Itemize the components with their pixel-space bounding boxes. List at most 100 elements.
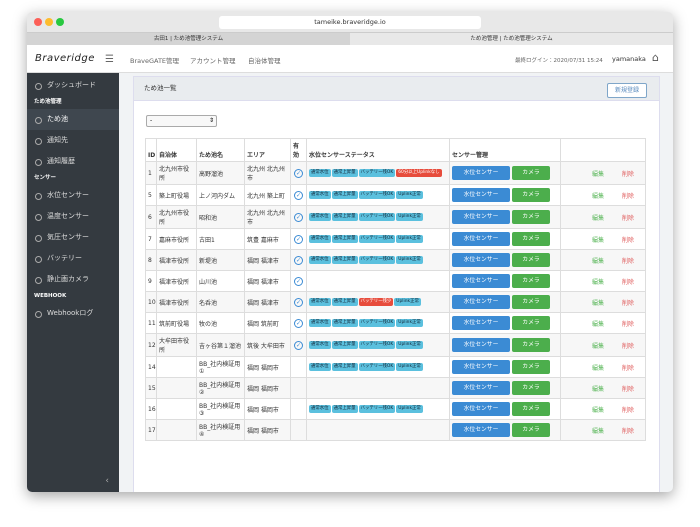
edit-link[interactable]: 編集 (591, 236, 604, 244)
pond-cell: 新堤池 (196, 249, 245, 271)
pond-cell: 吉ヶ谷第１溜池 (196, 333, 245, 357)
close-dot[interactable] (34, 18, 42, 26)
municipality-cell: 北九州市役所 (156, 205, 197, 229)
delete-link[interactable]: 削除 (621, 278, 634, 286)
sensor-button[interactable]: 水位センサー (452, 274, 510, 288)
camera-button[interactable]: カメラ (512, 253, 550, 267)
edit-link[interactable]: 編集 (591, 406, 604, 414)
sensor-button[interactable]: 水位センサー (452, 210, 510, 224)
sidebar-item[interactable]: ため池 (27, 109, 119, 130)
enabled-cell: ✓ (290, 270, 307, 292)
edit-link[interactable]: 編集 (591, 192, 604, 200)
sidebar-item[interactable]: 温度センサー (27, 206, 119, 227)
status-badge: Uplink正常 (396, 362, 423, 371)
delete-link[interactable]: 削除 (621, 342, 634, 350)
area-cell: 福岡 福津市 (244, 270, 291, 292)
id-cell: 14 (145, 356, 157, 378)
sidebar-item[interactable]: 気圧センサー (27, 227, 119, 248)
area-cell: 筑豊 嘉麻市 (244, 228, 291, 250)
camera-button[interactable]: カメラ (512, 295, 550, 309)
delete-link[interactable]: 削除 (621, 427, 634, 435)
delete-link[interactable]: 削除 (621, 364, 634, 372)
sensor-button[interactable]: 水位センサー (452, 253, 510, 267)
sidebar-item[interactable]: 通知先 (27, 130, 119, 151)
nav-link[interactable]: 自治体管理 (248, 57, 281, 65)
user-name[interactable]: yamanaka (612, 55, 646, 63)
edit-link[interactable]: 編集 (591, 427, 604, 435)
camera-button[interactable]: カメラ (512, 360, 550, 374)
edit-link[interactable]: 編集 (591, 299, 604, 307)
edit-link[interactable]: 編集 (591, 385, 604, 393)
id-cell: 17 (145, 419, 157, 441)
home-icon[interactable]: ⌂ (652, 51, 659, 64)
municipality-cell (156, 398, 197, 420)
tab[interactable]: 古田1 | ため池管理システム (153, 36, 224, 42)
max-dot[interactable] (56, 18, 64, 26)
delete-link[interactable]: 削除 (621, 192, 634, 200)
camera-button[interactable]: カメラ (512, 381, 550, 395)
delete-link[interactable]: 削除 (621, 236, 634, 244)
camera-button[interactable]: カメラ (512, 210, 550, 224)
sensor-button[interactable]: 水位センサー (452, 423, 510, 437)
sidebar-item[interactable]: 通知履歴 (27, 151, 119, 172)
sidebar-item[interactable]: Webhookログ (27, 303, 119, 324)
area-cell: 福岡 福津市 (244, 291, 291, 313)
min-dot[interactable] (45, 18, 53, 26)
last-login: 最終ログイン：2020/07/31 15:24 (515, 58, 603, 64)
sensor-button[interactable]: 水位センサー (452, 402, 510, 416)
nav-link[interactable]: BraveGATE管理 (130, 57, 180, 65)
sensor-button[interactable]: 水位センサー (452, 232, 510, 246)
sidebar-item[interactable]: ダッシュボード (27, 75, 119, 96)
camera-button[interactable]: カメラ (512, 338, 550, 352)
status-badge: Uplink正常 (396, 190, 423, 199)
delete-link[interactable]: 削除 (621, 385, 634, 393)
sidebar-item[interactable]: 水位センサー (27, 185, 119, 206)
camera-button[interactable]: カメラ (512, 232, 550, 246)
camera-button[interactable]: カメラ (512, 423, 550, 437)
camera-button[interactable]: カメラ (512, 166, 550, 180)
edit-link[interactable]: 編集 (591, 214, 604, 222)
action-cell: 編集 削除 (560, 356, 646, 378)
enabled-cell: ✓ (290, 312, 307, 334)
table-row: 11 筑前町役場 牧の池 福岡 筑前町 ✓ 通常水位 通常上昇量 バッテリー残OK Uplink… (145, 312, 646, 334)
delete-link[interactable]: 削除 (621, 299, 634, 307)
delete-link[interactable]: 削除 (621, 257, 634, 265)
edit-link[interactable]: 編集 (591, 278, 604, 286)
menu-icon[interactable]: ☰ (105, 54, 114, 65)
sidebar-item[interactable]: 静止画カメラ (27, 269, 119, 290)
edit-link[interactable]: 編集 (591, 170, 604, 178)
delete-link[interactable]: 削除 (621, 170, 634, 178)
sensor-button[interactable]: 水位センサー (452, 381, 510, 395)
delete-link[interactable]: 削除 (621, 406, 634, 414)
logo[interactable]: Braveridge (35, 53, 95, 64)
status-badge: バッテリー残OK (358, 212, 396, 221)
new-button[interactable]: 新規登録 (607, 83, 647, 98)
delete-link[interactable]: 削除 (621, 214, 634, 222)
edit-link[interactable]: 編集 (591, 342, 604, 350)
sensor-button[interactable]: 水位センサー (452, 316, 510, 330)
header-row: ID 自治体 ため池名 エリア 有効 水位センサーステータス センサー管理 (145, 138, 646, 162)
action-cell: 編集 削除 (560, 249, 646, 271)
sensor-button[interactable]: 水位センサー (452, 338, 510, 352)
table-row: 7 嘉麻市役所 古田1 筑豊 嘉麻市 ✓ 通常水位 通常上昇量 バッテリー残OK Uplink正… (145, 228, 646, 250)
edit-link[interactable]: 編集 (591, 320, 604, 328)
camera-button[interactable]: カメラ (512, 188, 550, 202)
camera-button[interactable]: カメラ (512, 274, 550, 288)
tab[interactable]: ため池管理 | ため池管理システム (350, 33, 673, 45)
filter-select[interactable]: - (146, 115, 217, 127)
camera-button[interactable]: カメラ (512, 316, 550, 330)
nav-link[interactable]: アカウント管理 (190, 57, 236, 65)
status-badge: 通常上昇量 (331, 318, 358, 327)
sensor-button[interactable]: 水位センサー (452, 295, 510, 309)
sensor-cell: 水位センサー カメラ (449, 312, 561, 334)
url-bar[interactable]: tameike.braveridge.io (219, 16, 481, 29)
sidebar-item[interactable]: バッテリー (27, 248, 119, 269)
edit-link[interactable]: 編集 (591, 257, 604, 265)
edit-link[interactable]: 編集 (591, 364, 604, 372)
sensor-button[interactable]: 水位センサー (452, 188, 510, 202)
delete-link[interactable]: 削除 (621, 320, 634, 328)
camera-button[interactable]: カメラ (512, 402, 550, 416)
sensor-button[interactable]: 水位センサー (452, 360, 510, 374)
sensor-button[interactable]: 水位センサー (452, 166, 510, 180)
collapse-icon[interactable]: ‹ (105, 476, 109, 486)
